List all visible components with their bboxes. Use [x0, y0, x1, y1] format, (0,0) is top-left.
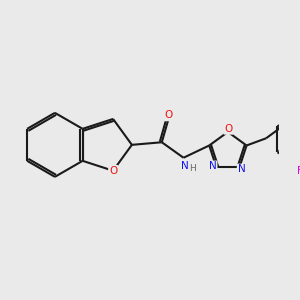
Text: N: N — [238, 164, 245, 175]
Text: N: N — [181, 161, 189, 171]
Text: O: O — [164, 110, 172, 120]
Text: O: O — [109, 166, 117, 176]
Text: H: H — [189, 164, 196, 173]
Text: N: N — [209, 161, 217, 171]
Text: O: O — [224, 124, 232, 134]
Text: F: F — [297, 166, 300, 176]
